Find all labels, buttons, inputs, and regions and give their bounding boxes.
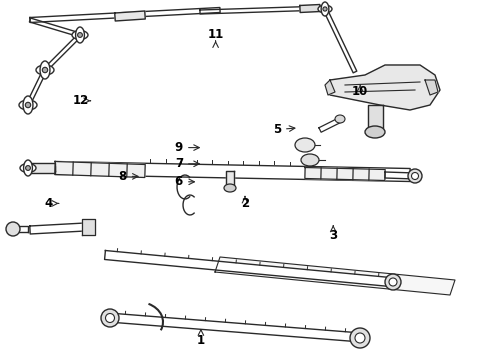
Polygon shape [30,223,85,234]
Text: 3: 3 [329,229,337,242]
Ellipse shape [36,65,54,75]
Polygon shape [300,5,320,13]
Ellipse shape [20,163,36,172]
Polygon shape [26,69,47,106]
Ellipse shape [301,154,319,166]
Ellipse shape [408,169,422,183]
Ellipse shape [318,5,332,13]
Ellipse shape [355,333,365,343]
Text: 6: 6 [175,175,183,188]
Text: 8: 8 [119,170,126,183]
Polygon shape [368,105,383,130]
Polygon shape [385,172,415,179]
Text: 9: 9 [175,141,183,154]
Polygon shape [15,226,28,232]
Ellipse shape [75,27,84,43]
Ellipse shape [365,126,385,138]
Polygon shape [28,163,55,173]
Ellipse shape [101,309,119,327]
Polygon shape [44,33,81,71]
Polygon shape [323,8,357,73]
Polygon shape [215,257,455,295]
Ellipse shape [323,7,327,11]
Polygon shape [325,80,335,95]
Polygon shape [82,219,95,235]
Text: 4: 4 [45,197,53,210]
Ellipse shape [335,115,345,123]
Ellipse shape [350,328,370,348]
Ellipse shape [105,314,115,323]
Polygon shape [30,166,55,171]
Text: 12: 12 [73,94,89,107]
Ellipse shape [42,67,48,73]
Text: 11: 11 [207,28,224,41]
Polygon shape [330,65,440,110]
Polygon shape [29,18,80,37]
Ellipse shape [23,96,33,114]
Ellipse shape [24,160,32,176]
Polygon shape [55,162,145,177]
Ellipse shape [321,2,329,16]
Polygon shape [104,251,391,287]
Ellipse shape [224,184,236,192]
Polygon shape [226,171,234,185]
Ellipse shape [77,33,82,37]
Polygon shape [115,11,145,21]
Ellipse shape [385,274,401,290]
Polygon shape [319,118,341,132]
Ellipse shape [72,31,88,39]
Polygon shape [200,6,325,14]
Polygon shape [30,8,220,22]
Polygon shape [55,162,410,181]
Text: 10: 10 [352,85,368,98]
Text: 7: 7 [175,157,183,170]
Polygon shape [305,167,385,180]
Polygon shape [115,314,355,342]
Ellipse shape [295,138,315,152]
Ellipse shape [40,61,50,79]
Ellipse shape [6,222,20,236]
Ellipse shape [412,172,418,180]
Text: 1: 1 [197,334,205,347]
Ellipse shape [25,102,31,108]
Ellipse shape [25,166,30,170]
Polygon shape [425,80,438,95]
Ellipse shape [389,278,397,286]
Text: 2: 2 [241,197,249,210]
Text: 5: 5 [273,123,281,136]
Ellipse shape [19,100,37,110]
